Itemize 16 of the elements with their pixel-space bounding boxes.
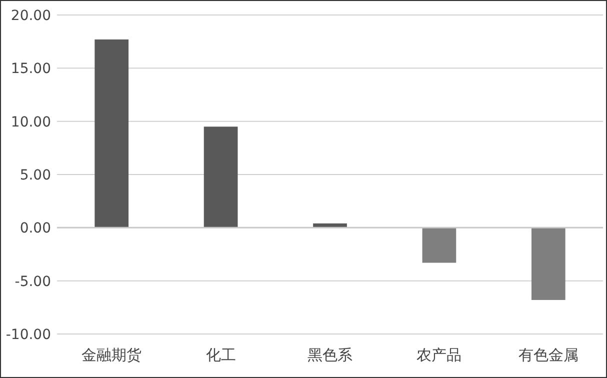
bar xyxy=(531,228,566,300)
y-tick-label: 10.00 xyxy=(10,114,51,130)
y-tick-label: 15.00 xyxy=(10,61,51,78)
y-tick-label: 5.00 xyxy=(20,168,51,184)
y-tick-label: -10.00 xyxy=(6,327,51,343)
bar xyxy=(204,126,238,228)
y-tick-label: -5.00 xyxy=(14,274,51,290)
bar xyxy=(94,39,129,228)
bar xyxy=(422,228,456,263)
x-tick-label: 金融期货 xyxy=(82,346,142,364)
y-tick-label: 0.00 xyxy=(20,220,51,237)
y-tick-label: 20.00 xyxy=(10,8,51,24)
x-tick-label: 农产品 xyxy=(416,346,462,364)
x-tick-label: 化工 xyxy=(206,346,236,364)
x-tick-label: 有色金属 xyxy=(518,346,578,364)
x-tick-label: 黑色系 xyxy=(308,346,352,364)
